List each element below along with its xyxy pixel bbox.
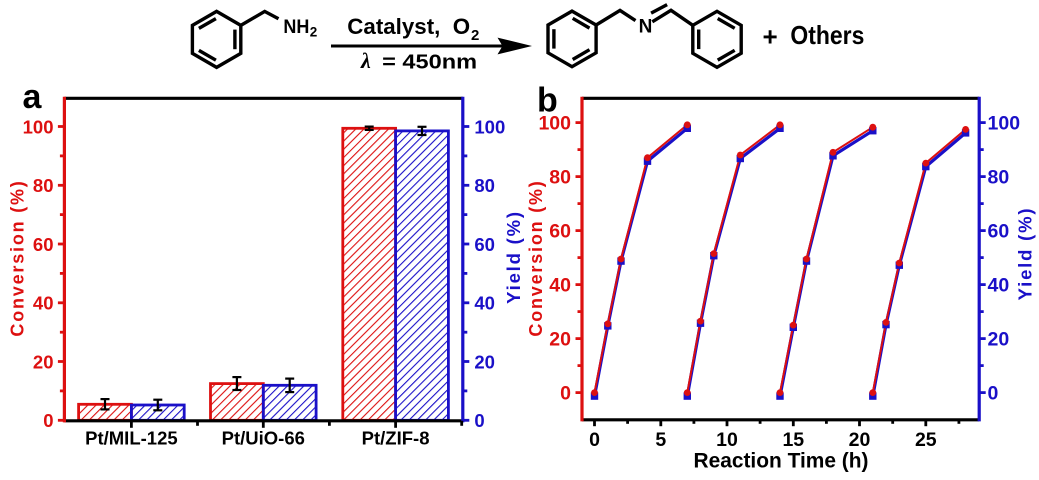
svg-text:λ: λ: [360, 48, 371, 73]
svg-text:20: 20: [849, 429, 871, 451]
svg-text:a: a: [23, 78, 43, 116]
svg-text:Yield (%): Yield (%): [1015, 207, 1036, 301]
svg-text:20: 20: [474, 351, 495, 372]
svg-text:Conversion (%): Conversion (%): [526, 179, 546, 336]
svg-text:80: 80: [33, 175, 54, 196]
svg-text:0: 0: [474, 410, 484, 431]
svg-text:100: 100: [538, 113, 571, 135]
svg-text:0: 0: [988, 383, 999, 405]
svg-text:0: 0: [589, 429, 600, 451]
svg-text:80: 80: [474, 175, 495, 196]
svg-text:b: b: [537, 82, 558, 120]
svg-text:Yield (%): Yield (%): [503, 210, 524, 304]
svg-text:20: 20: [988, 329, 1010, 351]
svg-text:Others: Others: [790, 20, 864, 50]
svg-text:100: 100: [988, 113, 1021, 135]
svg-text:25: 25: [915, 429, 937, 451]
svg-text:Conversion (%): Conversion (%): [8, 179, 28, 336]
svg-text:20: 20: [33, 351, 54, 372]
svg-text:Pt/MIL-125: Pt/MIL-125: [85, 428, 178, 449]
svg-text:+: +: [763, 22, 778, 52]
svg-text:0: 0: [560, 383, 571, 405]
svg-text:5: 5: [655, 429, 666, 451]
svg-text:60: 60: [549, 221, 571, 243]
svg-text:N: N: [639, 16, 653, 37]
svg-text:60: 60: [474, 234, 495, 255]
svg-text:Pt/ZIF-8: Pt/ZIF-8: [362, 428, 430, 449]
svg-text:40: 40: [33, 293, 54, 314]
svg-text:40: 40: [988, 275, 1010, 297]
svg-text:80: 80: [549, 167, 571, 189]
svg-text:2: 2: [310, 24, 318, 39]
svg-text:60: 60: [33, 234, 54, 255]
svg-text:Catalyst, O: Catalyst, O: [347, 14, 470, 39]
svg-text:40: 40: [474, 293, 495, 314]
svg-text:= 450nm: = 450nm: [382, 51, 477, 74]
svg-text:100: 100: [474, 116, 505, 137]
svg-text:Reaction Time (h): Reaction Time (h): [694, 450, 869, 473]
svg-text:60: 60: [988, 221, 1010, 243]
svg-text:40: 40: [549, 275, 571, 297]
svg-text:80: 80: [988, 167, 1010, 189]
svg-text:Pt/UiO-66: Pt/UiO-66: [222, 428, 305, 449]
svg-text:15: 15: [782, 429, 804, 451]
svg-text:10: 10: [716, 429, 738, 451]
svg-text:20: 20: [549, 329, 571, 351]
svg-text:2: 2: [471, 27, 479, 44]
svg-text:100: 100: [23, 116, 54, 137]
svg-text:NH: NH: [283, 17, 309, 38]
svg-text:0: 0: [43, 410, 53, 431]
